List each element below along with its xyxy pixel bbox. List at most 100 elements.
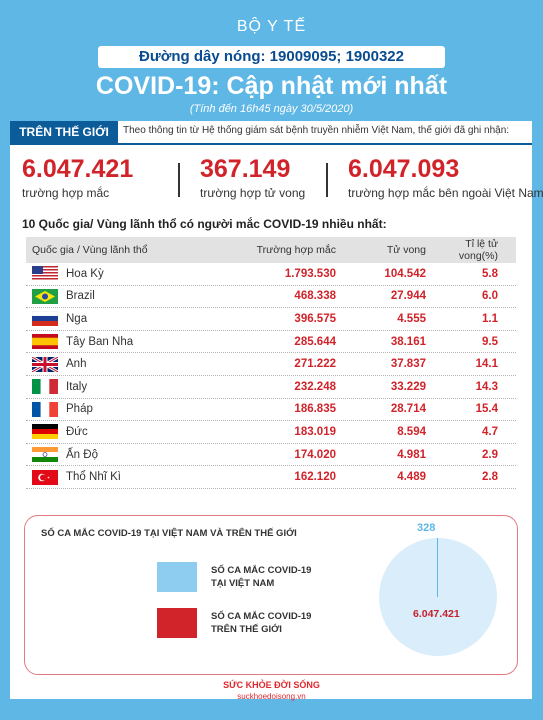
cases-value: 186.835 [294,403,336,416]
cases-value: 468.338 [294,290,336,303]
rate-value: 4.7 [482,425,498,438]
country-name: Nga [66,312,88,325]
uk-flag-icon [32,356,58,372]
rate-value: 1.1 [482,312,498,325]
table-row: Pháp 186.835 28.714 15.4 [26,399,516,422]
cases-value: 285.644 [294,335,336,348]
rate-value: 14.1 [475,358,498,371]
rate-value: 2.9 [482,448,498,461]
footer-url: suckhoedoisong.vn [237,692,306,701]
rate-value: 14.3 [475,380,498,393]
stat-total-cases: 6.047.421 trường hợp mắc [22,155,133,200]
country-name: Đức [66,425,88,438]
world-legend-swatch [157,608,197,638]
country-name: Pháp [66,403,93,416]
table-header: Quốc gia / Vùng lãnh thổ Trường hợp mắc … [26,237,516,263]
world-legend-line: SỐ CA MẮC COVID-19 [211,611,312,622]
world-legend-label: SỐ CA MẮC COVID-19 TRÊN THẾ GIỚI [211,610,311,636]
italy-flag-icon [32,379,58,395]
deaths-value: 28.714 [390,403,426,416]
cases-value: 271.222 [294,358,336,371]
content-card: TRÊN THẾ GIỚI Theo thông tin từ Hệ thống… [10,121,543,699]
deaths-value: 37.837 [390,358,426,371]
vn-legend-label: SỐ CA MẮC COVID-19 TẠI VIỆT NAM [211,564,311,590]
header-country: Quốc gia / Vùng lãnh thổ [32,244,148,256]
header-cases: Trường hợp mắc [256,244,336,256]
country-name: Tây Ban Nha [66,335,134,348]
rate-value: 9.5 [482,335,498,348]
page-title: COVID-19: Cập nhật mới nhất [95,72,448,100]
stat-separator [178,163,180,197]
vn-legend-swatch [157,562,197,592]
country-name: Italy [66,380,88,393]
header-deaths: Tử vong [386,244,426,256]
cases-value: 174.020 [294,448,336,461]
vn-cases-value: 328 [417,522,436,534]
stat-cases-outside-vn: 6.047.093 trường hợp mắc bên ngoài Việt … [348,155,543,200]
table-row: Brazil 468.338 27.944 6.0 [26,286,516,309]
cases-value: 232.248 [294,380,336,393]
deaths-value: 8.594 [397,425,426,438]
france-flag-icon [32,401,58,417]
deaths-value: 33.229 [390,380,426,393]
top10-table: Quốc gia / Vùng lãnh thổ Trường hợp mắc … [26,237,516,489]
ministry-name: BỘ Y TẾ [236,18,307,35]
world-cases-circle [379,538,497,656]
comparison-panel: SỐ CA MẮC COVID-19 TẠI VIỆT NAM VÀ TRÊN … [24,515,518,675]
footer-brand-logo: SỨC KHỎE ĐỜI SỐNG [223,680,320,690]
rate-value: 6.0 [482,290,498,303]
us-flag-icon [32,266,58,282]
stat-value: 6.047.093 [348,155,460,183]
section-divider [10,143,532,145]
table-row: Hoa Kỳ 1.793.530 104.542 5.8 [26,263,516,286]
header-rate: Tỉ lệ tử vong(%) [458,238,498,262]
brazil-flag-icon [32,288,58,304]
table-row: Ấn Độ 174.020 4.981 2.9 [26,444,516,467]
deaths-value: 104.542 [384,267,426,280]
table-row: Tây Ban Nha 285.644 38.161 9.5 [26,331,516,354]
stat-label: trường hợp tử vong [200,186,306,200]
world-section-tag: TRÊN THẾ GIỚI [10,121,118,143]
stat-value: 6.047.421 [22,155,134,183]
cases-value: 396.575 [294,312,336,325]
cases-value: 1.793.530 [284,267,336,280]
vn-legend-line: TẠI VIỆT NAM [211,578,275,589]
country-name: Hoa Kỳ [66,267,104,280]
deaths-value: 4.981 [397,448,426,461]
cases-value: 183.019 [294,425,336,438]
top10-title: 10 Quốc gia/ Vùng lãnh thổ có người mắc … [22,217,387,231]
vn-legend-line: SỐ CA MẮC COVID-19 [211,565,312,576]
spain-flag-icon [32,334,58,350]
country-name: Anh [66,358,87,371]
rate-value: 15.4 [475,403,498,416]
deaths-value: 4.489 [397,471,426,484]
india-flag-icon [32,447,58,463]
world-intro-text: Theo thông tin từ Hệ thống giám sát bệnh… [123,125,510,136]
stat-label: trường hợp mắc [22,186,110,200]
deaths-value: 4.555 [397,312,426,325]
country-name: Thổ Nhĩ Kì [66,471,121,484]
table-row: Đức 183.019 8.594 4.7 [26,421,516,444]
vn-cases-marker [437,538,438,597]
deaths-value: 38.161 [390,335,426,348]
stat-deaths: 367.149 trường hợp tử vong [200,155,305,200]
stat-value: 367.149 [200,155,291,183]
table-row: Italy 232.248 33.229 14.3 [26,376,516,399]
stat-label: trường hợp mắc bên ngoài Việt Nam [348,186,543,200]
rate-value: 2.8 [482,471,498,484]
germany-flag-icon [32,424,58,440]
comparison-title: SỐ CA MẮC COVID-19 TẠI VIỆT NAM VÀ TRÊN … [41,528,297,539]
country-name: Brazil [66,290,95,303]
world-cases-value: 6.047.421 [413,608,460,620]
deaths-value: 27.944 [390,290,426,303]
update-timestamp: (Tính đến 16h45 ngày 30/5/2020) [189,103,354,115]
cases-value: 162.120 [294,471,336,484]
turkey-flag-icon [32,469,58,485]
world-legend-line: TRÊN THẾ GIỚI [211,624,282,635]
russia-flag-icon [32,311,58,327]
table-row: Thổ Nhĩ Kì 162.120 4.489 2.8 [26,466,516,489]
stat-separator [326,163,328,197]
rate-value: 5.8 [482,267,498,280]
hotline-banner: Đường dây nóng: 19009095; 1900322 [98,46,445,68]
